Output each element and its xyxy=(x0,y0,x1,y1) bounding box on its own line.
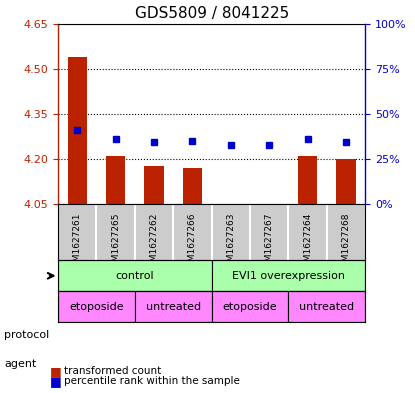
Bar xyxy=(68,57,87,204)
Text: agent: agent xyxy=(4,358,37,369)
Text: etoposide: etoposide xyxy=(223,302,277,312)
Text: ■: ■ xyxy=(50,375,61,388)
Text: GSM1627262: GSM1627262 xyxy=(149,212,159,273)
Bar xyxy=(183,168,202,204)
Bar xyxy=(288,291,365,322)
Text: GSM1627261: GSM1627261 xyxy=(73,212,82,273)
Bar xyxy=(106,156,125,204)
Text: GSM1627265: GSM1627265 xyxy=(111,212,120,273)
Text: etoposide: etoposide xyxy=(69,302,124,312)
Bar xyxy=(298,156,317,204)
Text: GSM1627266: GSM1627266 xyxy=(188,212,197,273)
Bar xyxy=(135,291,212,322)
Bar xyxy=(144,166,164,204)
Text: transformed count: transformed count xyxy=(64,366,161,376)
Text: GSM1627263: GSM1627263 xyxy=(226,212,235,273)
Text: EVI1 overexpression: EVI1 overexpression xyxy=(232,271,345,281)
Title: GDS5809 / 8041225: GDS5809 / 8041225 xyxy=(134,6,289,21)
Text: GSM1627268: GSM1627268 xyxy=(342,212,351,273)
Bar xyxy=(58,291,135,322)
Bar xyxy=(58,260,212,291)
Text: protocol: protocol xyxy=(4,330,49,340)
Text: GSM1627267: GSM1627267 xyxy=(265,212,274,273)
Bar xyxy=(212,260,365,291)
Bar xyxy=(212,291,288,322)
Text: GSM1627264: GSM1627264 xyxy=(303,212,312,273)
Text: control: control xyxy=(115,271,154,281)
Text: untreated: untreated xyxy=(146,302,201,312)
Bar xyxy=(337,159,356,204)
Text: untreated: untreated xyxy=(299,302,354,312)
Text: ■: ■ xyxy=(50,365,61,378)
Text: percentile rank within the sample: percentile rank within the sample xyxy=(64,376,240,386)
